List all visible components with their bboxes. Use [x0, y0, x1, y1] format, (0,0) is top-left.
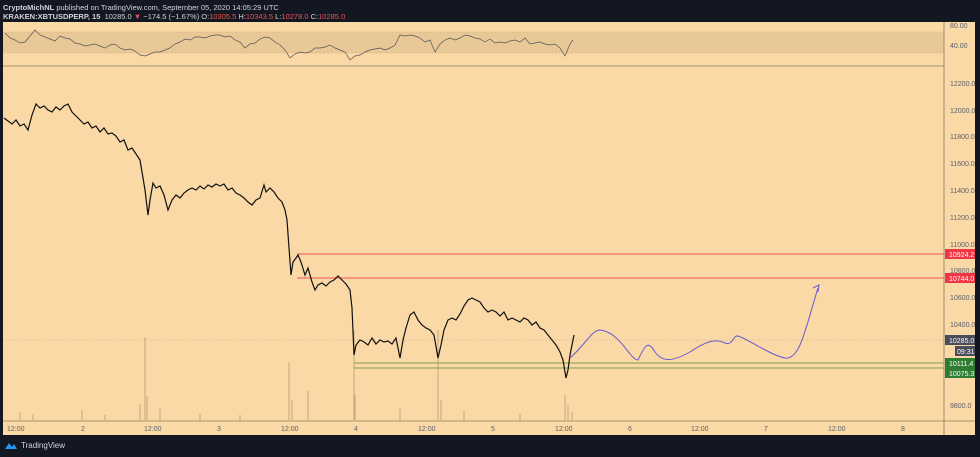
time-label: 12:00	[418, 426, 436, 433]
rsi-pane[interactable]	[3, 29, 944, 61]
last-price: 10285.0	[104, 12, 132, 21]
symbol-legend: KRAKEN:XBTUSDPERP, 15 10285.0 ▼ −174.5 (…	[3, 12, 345, 21]
publish-info: CryptoMichNL published on TradingView.co…	[3, 3, 279, 12]
publish-text: published on TradingView.com, September …	[54, 3, 279, 12]
time-axis[interactable]: 12:00 2 12:00 3 12:00 4 12:00 5 12:00 6 …	[7, 426, 905, 433]
current-price-tag: 10285.0	[949, 338, 974, 345]
time-label: 3	[217, 426, 221, 433]
price-label: 10400.0	[950, 322, 975, 329]
projection-path[interactable]	[569, 287, 819, 361]
price-label: 11800.0	[950, 134, 975, 141]
price-series	[3, 102, 575, 379]
symbol-name[interactable]: KRAKEN:XBTUSDPERP, 15	[3, 12, 101, 21]
price-axis[interactable]: 12200.0 12000.0 11800.0 11600.0 11400.0 …	[945, 81, 975, 410]
price-label: 12200.0	[950, 81, 975, 88]
time-label: 12:00	[828, 426, 846, 433]
rsi-line	[4, 29, 574, 61]
author-name[interactable]: CryptoMichNL	[3, 3, 55, 12]
price-label: 11200.0	[950, 215, 975, 222]
support-price-tag: 10111.4	[949, 361, 973, 368]
bar-countdown-tag: 09:31	[957, 349, 975, 356]
time-label: 4	[354, 426, 358, 433]
open-value: 10305.5	[209, 12, 237, 21]
high-label: H:	[238, 12, 246, 21]
resistance-price-tag: 10744.0	[949, 276, 974, 283]
time-label: 2	[81, 426, 85, 433]
rsi-label-40: 40.00	[950, 43, 968, 50]
high-value: 10343.5	[245, 12, 274, 21]
time-label: 12:00	[555, 426, 573, 433]
rsi-band	[3, 32, 944, 53]
tradingview-branding[interactable]: TradingView	[4, 441, 65, 450]
resistance-price-tag: 10924.2	[949, 252, 974, 259]
time-label: 7	[764, 426, 768, 433]
price-label: 10600.0	[950, 295, 975, 302]
chart-background	[3, 22, 975, 435]
close-value: 10285.0	[318, 12, 346, 21]
time-label: 8	[901, 426, 905, 433]
support-price-tag: 10075.3	[949, 371, 974, 378]
time-label: 12:00	[144, 426, 162, 433]
low-label: L:	[275, 12, 282, 21]
price-label: 10800.0	[950, 268, 975, 275]
down-arrow-icon: ▼	[133, 12, 142, 21]
price-label: 11600.0	[950, 161, 975, 168]
time-label: 12:00	[281, 426, 299, 433]
time-label: 12:00	[691, 426, 709, 433]
price-change: −174.5 (−1.67%)	[143, 12, 200, 21]
low-value: 10278.0	[281, 12, 309, 21]
open-label: O:	[201, 12, 210, 21]
tradingview-logo-icon	[5, 443, 17, 449]
time-label: 6	[628, 426, 632, 433]
price-label: 11400.0	[950, 188, 975, 195]
brand-name: TradingView	[21, 441, 66, 450]
time-label: 12:00	[7, 426, 25, 433]
price-label: 12000.0	[950, 108, 975, 115]
rsi-axis[interactable]: 80.00 40.00	[950, 23, 968, 50]
close-label: C:	[310, 12, 319, 21]
volume-bars	[19, 330, 573, 420]
price-label: 11000.0	[950, 242, 975, 249]
time-label: 5	[491, 426, 495, 433]
projection-arrowhead-icon	[812, 284, 820, 293]
price-label: 9800.0	[950, 403, 972, 410]
rsi-label-80: 80.00	[950, 23, 968, 30]
